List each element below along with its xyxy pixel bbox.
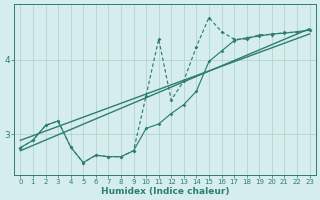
X-axis label: Humidex (Indice chaleur): Humidex (Indice chaleur) [101, 187, 229, 196]
